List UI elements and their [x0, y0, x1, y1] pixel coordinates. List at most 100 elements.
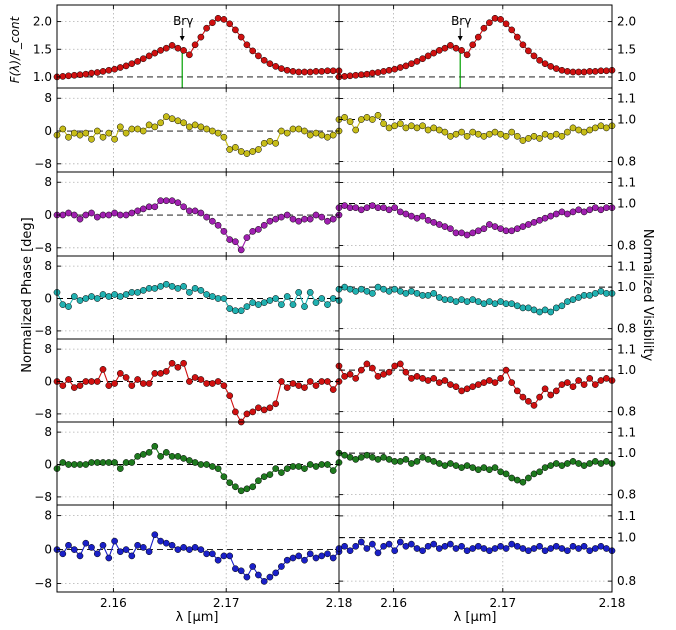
baseline-1-phase-point-40 [283, 129, 291, 137]
flux-series-point-13 [408, 60, 415, 68]
baseline-1-visibility-point-2 [346, 118, 354, 125]
baseline-5-visibility-point-23 [463, 462, 471, 469]
y-tick-label-1: 0 [44, 124, 52, 138]
baseline-1-phase-point-37 [266, 137, 274, 145]
baseline-6-visibility-point-16 [424, 542, 432, 550]
panel-right-row-2: 1.1 1.0 0.8 [335, 171, 636, 257]
baseline-5-phase-point-17 [151, 442, 159, 450]
baseline-4-visibility-point-33 [519, 393, 527, 401]
y-tick-label-2: −8 [34, 324, 52, 338]
baseline-3-phase-point-18 [157, 283, 164, 290]
baseline-4-phase-point-8 [99, 366, 107, 373]
flux-series-point-23 [186, 51, 193, 59]
baseline-4-visibility-point-46 [591, 381, 599, 388]
baseline-3-phase-point-16 [145, 285, 153, 292]
baseline-4-visibility-point-6 [369, 364, 376, 372]
flux-series-point-22 [180, 47, 187, 54]
baseline-2-visibility-point-41 [564, 210, 571, 218]
baseline-4-phase-point-30 [226, 392, 234, 400]
baseline-1-phase-point-28 [214, 129, 222, 137]
baseline-3-phase-point-4 [76, 297, 84, 304]
baseline-3-phase-point-23 [186, 289, 193, 296]
baseline-2-visibility-point-45 [586, 206, 594, 214]
flux-series-point-11 [116, 64, 124, 71]
baseline-6-visibility-point-2 [346, 547, 354, 555]
baseline-2-phase-point-38 [272, 215, 280, 223]
baseline-3-phase-point-42 [295, 289, 303, 296]
baseline-2-phase-point-6 [88, 209, 95, 217]
baseline-5-phase-point-2 [65, 461, 72, 468]
baseline-5-visibility-point-34 [525, 474, 532, 482]
baseline-1-visibility-point-40 [558, 132, 566, 140]
baseline-3-phase-point-9 [105, 293, 113, 300]
baseline-4-visibility-point-37 [541, 385, 549, 393]
baseline-5-visibility-point-25 [474, 466, 482, 474]
baseline-4-phase-point-10 [111, 380, 118, 387]
baseline-1-phase-point-16 [145, 121, 153, 129]
baseline-4-phase-point-24 [191, 374, 199, 381]
flux-series-point-45 [312, 68, 320, 75]
baseline-6-visibility-point-22 [458, 542, 465, 550]
baseline-3-phase-point-28 [214, 295, 222, 302]
baseline-4-phase-point-16 [145, 380, 153, 387]
baseline-5-visibility-point-33 [519, 478, 527, 486]
baseline-1-visibility-point-15 [419, 122, 426, 130]
baseline-5-visibility-point-3 [352, 456, 360, 463]
flux-series-point-42 [569, 68, 577, 76]
y-tick-label-2: 2.0 [33, 15, 52, 29]
baseline-1-visibility-point-25 [474, 130, 482, 138]
baseline-1-phase-point-6 [88, 135, 95, 143]
flux-series-point-24 [469, 41, 477, 49]
x-tick-label-1: 2.17 [213, 596, 240, 610]
baseline-4-phase-point-11 [116, 370, 124, 377]
baseline-3-visibility-point-42 [569, 296, 577, 303]
baseline-4-visibility-point-48 [603, 375, 610, 382]
baseline-1-visibility-point-44 [580, 128, 588, 136]
baseline-6-phase-point-11 [116, 548, 124, 556]
baseline-1-visibility-point-9 [385, 124, 393, 132]
y-tick-label-2: 0.8 [617, 239, 636, 253]
baseline-5-phase-point-48 [329, 467, 337, 474]
baseline-5-phase-point-34 [249, 483, 257, 491]
baseline-2-visibility-point-20 [447, 225, 454, 233]
baseline-6-visibility-point-21 [452, 545, 460, 552]
baseline-4-phase-point-1 [59, 382, 67, 389]
x-tick-label-2: 2.18 [599, 596, 626, 610]
baseline-2-visibility-point-16 [424, 216, 432, 224]
baseline-2-phase-point-9 [105, 211, 113, 219]
y-tick-label-0: 8 [44, 175, 52, 189]
baseline-6-phase-point-25 [197, 546, 205, 553]
baseline-6-phase-point-7 [93, 550, 101, 558]
baseline-1-visibility-point-13 [408, 122, 415, 130]
flux-series-point-32 [513, 33, 521, 41]
baseline-3-visibility-point-7 [374, 283, 382, 291]
baseline-1-visibility-point-37 [541, 130, 549, 138]
baseline-3-phase-point-32 [237, 307, 245, 315]
baseline-3-visibility-point-10 [391, 285, 399, 293]
baseline-3-phase-point-43 [301, 303, 308, 310]
y-tick-label-1: 0 [44, 375, 52, 389]
baseline-5-phase-point-27 [209, 463, 216, 470]
baseline-6-phase-point-19 [162, 539, 170, 547]
y-tick-label-0: 1.1 [617, 259, 636, 273]
baseline-1-visibility-point-20 [447, 132, 454, 140]
y-tick-label-1: 0 [44, 543, 52, 557]
flux-series-point-20 [447, 42, 454, 49]
y-tick-label-1: 0 [44, 208, 52, 222]
y-tick-label-1: 1.0 [617, 363, 636, 377]
baseline-4-visibility-point-19 [441, 377, 449, 384]
baseline-5-phase-point-5 [82, 461, 90, 468]
baseline-4-phase-point-18 [157, 370, 164, 377]
baseline-1-phase-point-43 [301, 127, 308, 135]
baseline-5-phase-point-38 [272, 465, 280, 472]
baseline-6-visibility-point-23 [463, 547, 471, 555]
baseline-1-phase-point-23 [186, 123, 193, 131]
baseline-4-visibility-point-29 [497, 375, 504, 382]
baseline-5-phase-point-25 [197, 461, 205, 468]
baseline-6-visibility-point-13 [408, 540, 415, 548]
baseline-6-visibility-point-25 [474, 542, 482, 550]
baseline-3-visibility-point-17 [430, 290, 438, 297]
flux-series-point-13 [128, 60, 136, 68]
baseline-6-visibility-point-15 [419, 547, 426, 555]
